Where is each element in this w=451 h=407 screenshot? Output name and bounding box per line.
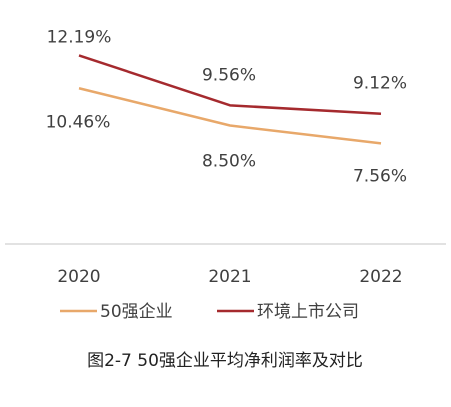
data-labels: 10.46% 8.50% 7.56% 12.19% 9.56% 9.12% — [46, 27, 407, 186]
legend-label-环境上市公司: 环境上市公司 — [257, 302, 359, 322]
data-label-环境上市公司-2022: 9.12% — [353, 74, 407, 94]
data-label-环境上市公司-2020: 12.19% — [47, 27, 112, 47]
series-line-环境上市公司 — [78, 54, 382, 115]
legend: 50强企业 环境上市公司 — [60, 302, 359, 322]
x-tick-label-2020: 2020 — [57, 267, 100, 287]
legend-label-50强企业: 50强企业 — [100, 302, 173, 322]
data-label-环境上市公司-2021: 9.56% — [202, 65, 256, 85]
chart-title: 图2-7 50强企业平均净利润率及对比 — [87, 351, 363, 371]
series-lines — [78, 54, 382, 145]
data-label-50强企业-2020: 10.46% — [46, 112, 111, 132]
data-label-50强企业-2022: 7.56% — [353, 166, 407, 186]
x-tick-label-2022: 2022 — [359, 267, 402, 287]
data-label-50强企业-2021: 8.50% — [202, 152, 256, 172]
x-tick-label-2021: 2021 — [208, 267, 251, 287]
x-axis-ticks: 2020 2021 2022 — [57, 267, 402, 287]
series-line-50强企业 — [78, 87, 382, 145]
